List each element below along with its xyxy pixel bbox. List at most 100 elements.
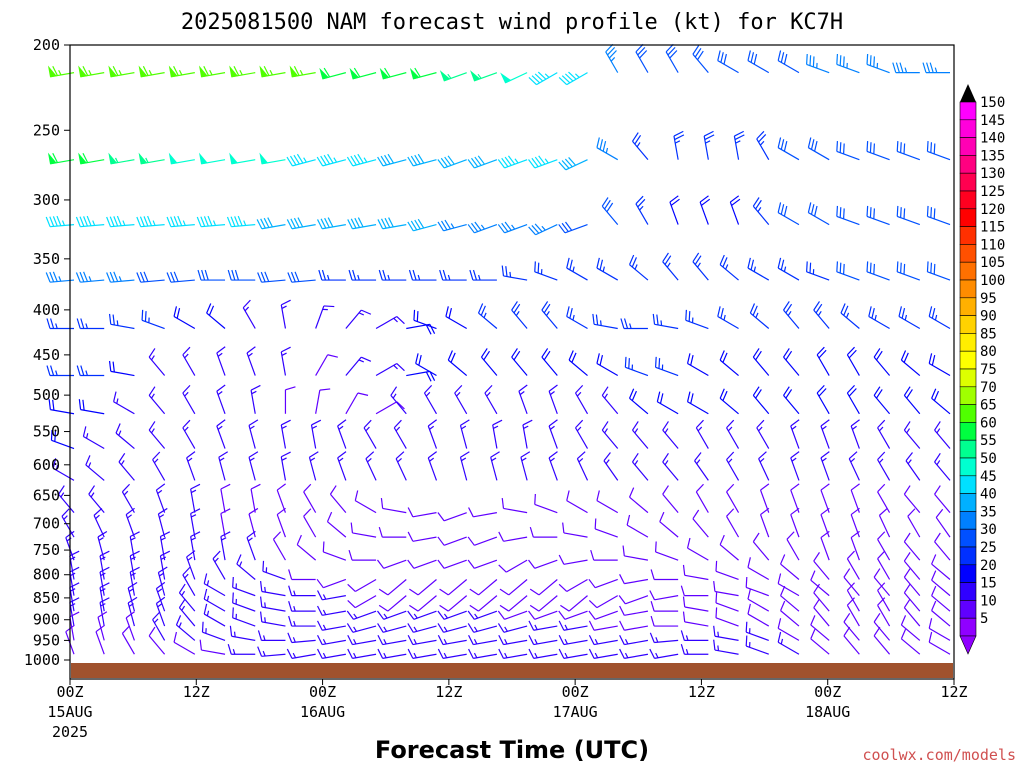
barb-staff — [593, 323, 618, 330]
barb-staff — [927, 150, 951, 161]
barb-full — [688, 311, 691, 322]
barb-full — [906, 389, 913, 399]
barb-half — [243, 220, 247, 226]
barb-half — [209, 69, 213, 76]
barb-full — [467, 610, 475, 620]
barb-full — [560, 604, 570, 612]
wind-barb — [468, 648, 498, 659]
barb-full — [354, 490, 359, 501]
barb-full — [297, 217, 304, 228]
barb-half — [130, 572, 136, 577]
barb-full — [662, 452, 669, 463]
barb-staff — [190, 536, 196, 561]
barb-full — [357, 217, 364, 228]
wind-barb — [190, 508, 201, 538]
barb-half — [425, 391, 431, 397]
colorbar-swatch — [959, 546, 977, 566]
barb-staff — [726, 491, 740, 513]
barb-half — [473, 626, 478, 632]
wind-barb — [846, 550, 860, 580]
barb-staff — [669, 201, 679, 225]
barb-full — [281, 419, 291, 426]
barb-full — [281, 451, 291, 458]
barb-staff — [170, 279, 195, 283]
barb-full — [518, 384, 528, 392]
barb-full — [558, 554, 565, 565]
barb-full — [758, 451, 767, 460]
barb-full — [649, 590, 656, 601]
colorbar-swatch — [959, 333, 977, 352]
barb-full — [558, 648, 565, 659]
barb-full — [236, 554, 242, 565]
barb-staff — [506, 559, 528, 573]
barb-full — [692, 45, 700, 55]
barb-full — [257, 272, 263, 283]
barb-staff — [508, 595, 528, 612]
barb-staff — [248, 457, 256, 481]
barb-full — [903, 552, 911, 562]
barb-half — [447, 274, 451, 281]
barb-full — [286, 648, 293, 659]
wind-barb — [380, 498, 407, 514]
wind-barb — [719, 254, 739, 281]
barb-full — [79, 271, 85, 283]
barb-full — [511, 301, 518, 311]
barb-staff — [110, 370, 135, 377]
barb-full — [52, 271, 58, 282]
wind-barb — [719, 534, 739, 561]
colorbar-swatch — [959, 101, 977, 121]
barb-full — [576, 451, 586, 460]
barb-staff — [603, 460, 619, 481]
barb-full — [290, 271, 296, 283]
barb-full — [85, 455, 91, 466]
barb-flag — [349, 67, 360, 80]
barb-staff — [395, 458, 407, 481]
barb-half — [878, 426, 884, 432]
barb-half — [181, 590, 186, 596]
barb-staff — [746, 586, 769, 597]
barb-staff — [596, 595, 619, 609]
barb-full — [263, 65, 270, 76]
barb-full — [408, 269, 414, 281]
wind-barb — [635, 195, 649, 225]
barb-full — [460, 451, 470, 458]
barb-staff — [624, 555, 649, 561]
barb-full — [877, 597, 886, 606]
wind-barb — [807, 202, 830, 226]
barb-full — [259, 596, 263, 608]
barb-half — [634, 264, 638, 270]
x-axis-label: Forecast Time (UTC) — [375, 736, 649, 764]
wind-barb — [619, 574, 649, 585]
barb-full — [631, 257, 637, 268]
barb-full — [868, 306, 872, 317]
barb-full — [384, 67, 391, 78]
barb-half — [755, 312, 759, 318]
barb-full — [682, 611, 686, 622]
barb-full — [810, 204, 815, 215]
barb-full — [45, 272, 51, 283]
wind-barb — [574, 419, 589, 449]
barb-full — [622, 545, 625, 557]
barb-full — [588, 578, 596, 589]
barb-staff — [790, 457, 800, 481]
barb-staff — [474, 536, 498, 546]
barb-full — [810, 139, 815, 150]
barb-staff — [173, 315, 196, 330]
wind-barb — [348, 269, 377, 281]
wind-barb — [518, 384, 528, 414]
barb-half — [152, 220, 156, 226]
barb-half — [723, 314, 726, 321]
barb-full — [499, 604, 510, 612]
wind-barb — [141, 309, 165, 330]
barb-full — [353, 154, 361, 165]
barb-full — [288, 585, 293, 596]
wind-barb — [468, 507, 498, 518]
wind-barb — [469, 269, 497, 281]
barb-full — [320, 155, 327, 166]
barb-full — [900, 350, 907, 361]
wind-barb — [348, 549, 377, 561]
wind-barb — [682, 611, 709, 627]
barb-full — [127, 596, 138, 604]
barb-full — [350, 155, 357, 166]
wind-barb — [596, 490, 619, 514]
